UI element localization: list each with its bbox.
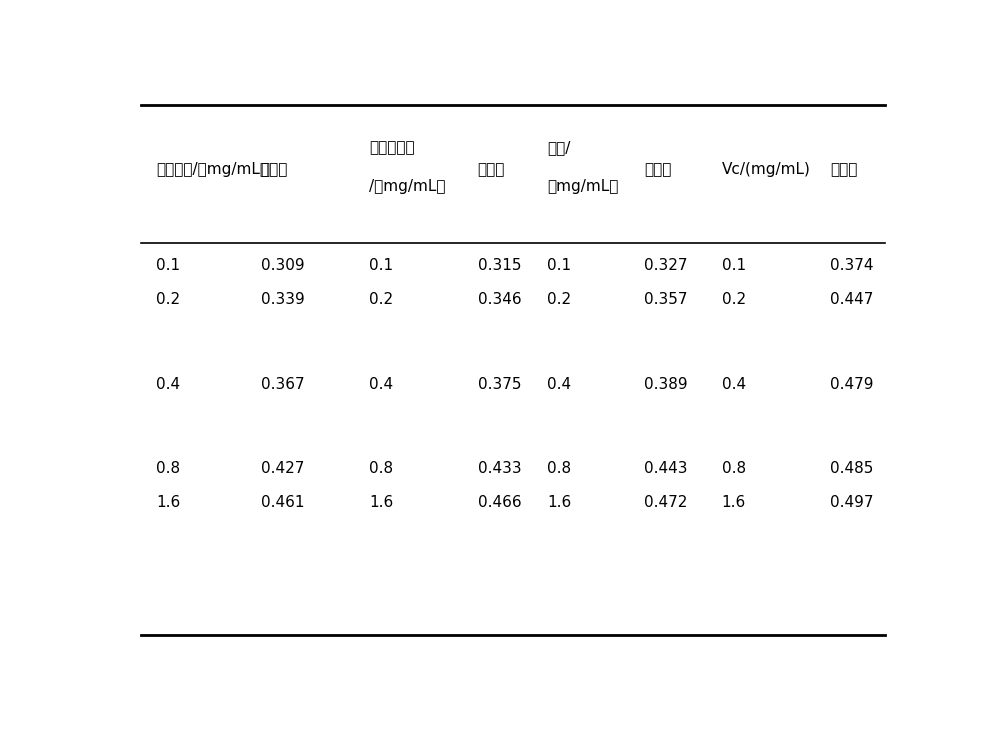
Text: 0.1: 0.1 [156, 258, 180, 273]
Text: 0.327: 0.327 [644, 258, 688, 273]
Text: 1.6: 1.6 [369, 496, 393, 510]
Text: 0.479: 0.479 [830, 377, 874, 391]
Text: 0.443: 0.443 [644, 462, 688, 476]
Text: 0.461: 0.461 [261, 496, 304, 510]
Text: 0.309: 0.309 [261, 258, 304, 273]
Text: 0.4: 0.4 [547, 377, 572, 391]
Text: 1.6: 1.6 [156, 496, 180, 510]
Text: 0.4: 0.4 [156, 377, 180, 391]
Text: 荧光度: 荧光度 [261, 162, 288, 177]
Text: 0.4: 0.4 [722, 377, 746, 391]
Text: 0.2: 0.2 [156, 292, 180, 307]
Text: 0.1: 0.1 [547, 258, 572, 273]
Text: 0.339: 0.339 [261, 292, 304, 307]
Text: 0.433: 0.433 [478, 462, 521, 476]
Text: 腺苷/: 腺苷/ [547, 140, 571, 155]
Text: 0.427: 0.427 [261, 462, 304, 476]
Text: 0.4: 0.4 [369, 377, 393, 391]
Text: 0.1: 0.1 [722, 258, 746, 273]
Text: 0.2: 0.2 [722, 292, 746, 307]
Text: 1.6: 1.6 [722, 496, 746, 510]
Text: 0.357: 0.357 [644, 292, 688, 307]
Text: 0.2: 0.2 [547, 292, 572, 307]
Text: 0.8: 0.8 [547, 462, 572, 476]
Text: 0.389: 0.389 [644, 377, 688, 391]
Text: 0.367: 0.367 [261, 377, 304, 391]
Text: Vc/(mg/mL): Vc/(mg/mL) [722, 162, 811, 177]
Text: 0.2: 0.2 [369, 292, 393, 307]
Text: 0.447: 0.447 [830, 292, 874, 307]
Text: 0.375: 0.375 [478, 377, 521, 391]
Text: 0.485: 0.485 [830, 462, 874, 476]
Text: 0.1: 0.1 [369, 258, 393, 273]
Text: 金丝桃苷/（mg/mL）: 金丝桃苷/（mg/mL） [156, 162, 269, 177]
Text: 0.8: 0.8 [722, 462, 746, 476]
Text: 0.497: 0.497 [830, 496, 874, 510]
Text: 0.374: 0.374 [830, 258, 874, 273]
Text: 荧光度: 荧光度 [644, 162, 672, 177]
Text: 0.466: 0.466 [478, 496, 521, 510]
Text: 荧光度: 荧光度 [478, 162, 505, 177]
Text: 0.8: 0.8 [369, 462, 393, 476]
Text: 0.472: 0.472 [644, 496, 688, 510]
Text: 0.8: 0.8 [156, 462, 180, 476]
Text: 二氢槲皮素: 二氢槲皮素 [369, 140, 415, 155]
Text: 荧光度: 荧光度 [830, 162, 858, 177]
Text: /（mg/mL）: /（mg/mL） [369, 180, 446, 194]
Text: （mg/mL）: （mg/mL） [547, 180, 619, 194]
Text: 1.6: 1.6 [547, 496, 572, 510]
Text: 0.315: 0.315 [478, 258, 521, 273]
Text: 0.346: 0.346 [478, 292, 521, 307]
